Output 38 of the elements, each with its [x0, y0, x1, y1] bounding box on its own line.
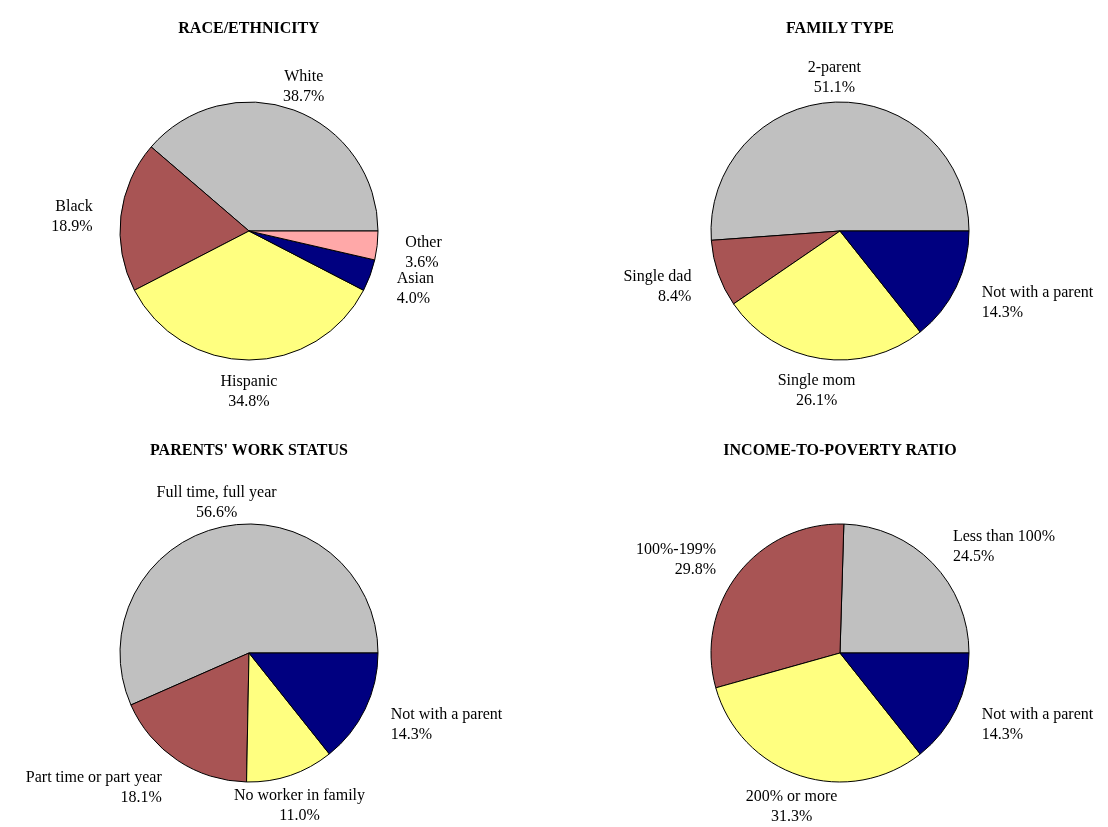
- slice-label: Black: [55, 196, 93, 214]
- data-label: 14.3%: [390, 725, 433, 743]
- chart-title: INCOME-TO-POVERTY RATIO: [723, 441, 957, 458]
- data-label: 26.1%: [795, 390, 838, 408]
- data-label: 4.0%: [396, 289, 431, 307]
- chart-title: RACE/ETHNICITY: [178, 19, 321, 36]
- data-label: 14.3%: [981, 303, 1024, 321]
- chart-title: PARENTS' WORK STATUS: [150, 441, 349, 458]
- slice-label: Asian: [396, 269, 435, 287]
- data-label: 24.5%: [952, 547, 995, 565]
- slice-label: Not with a parent: [390, 705, 503, 724]
- slice-label: Hispanic: [220, 372, 278, 391]
- data-label: 3.6%: [405, 252, 439, 270]
- slice-label: Not with a parent: [981, 705, 1094, 724]
- slice-label: Other: [405, 232, 443, 250]
- slice-label: 100%-199%: [636, 540, 717, 558]
- slice-label: Not with a parent: [981, 283, 1094, 302]
- data-label: 34.8%: [228, 392, 270, 410]
- data-label: 29.8%: [674, 560, 717, 578]
- data-label: 18.9%: [51, 216, 93, 234]
- data-label: 56.6%: [195, 502, 238, 520]
- data-label: 51.1%: [813, 77, 855, 95]
- slice-label: No worker in family: [233, 786, 366, 805]
- data-label: 31.3%: [770, 806, 813, 824]
- data-label: 8.4%: [658, 286, 692, 304]
- slice-label: Single dad: [623, 266, 692, 285]
- data-label: 18.1%: [120, 787, 162, 805]
- slice-label: Part time or part year: [25, 767, 163, 786]
- chart-title: FAMILY TYPE: [785, 19, 895, 36]
- data-label: 38.7%: [283, 87, 325, 105]
- slice-label: Less than 100%: [952, 527, 1056, 545]
- data-label: 14.3%: [981, 725, 1024, 743]
- slice-label: Single mom: [777, 370, 857, 389]
- slice-label: 2-parent: [807, 57, 862, 76]
- data-label: 11.0%: [279, 806, 320, 824]
- slice-label: 200% or more: [745, 786, 838, 804]
- slice-label: Full time, full year: [156, 482, 278, 501]
- slice-label: White: [284, 67, 324, 85]
